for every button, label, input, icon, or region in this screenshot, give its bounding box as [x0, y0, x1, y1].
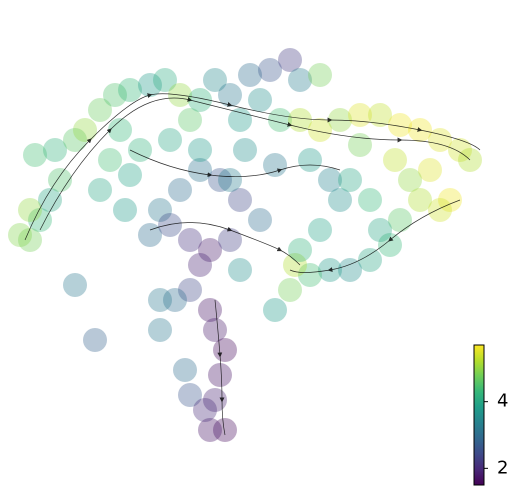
- point: [158, 213, 182, 237]
- point: [28, 208, 52, 232]
- point: [83, 328, 107, 352]
- point: [113, 198, 137, 222]
- point: [428, 198, 452, 222]
- point: [418, 158, 442, 182]
- point: [198, 418, 222, 442]
- point: [298, 148, 322, 172]
- point: [153, 68, 177, 92]
- point: [158, 128, 182, 152]
- point: [18, 228, 42, 252]
- point: [278, 48, 302, 72]
- point: [438, 188, 462, 212]
- point: [63, 273, 87, 297]
- streamlines: [24, 93, 481, 436]
- point: [263, 298, 287, 322]
- point: [213, 338, 237, 362]
- point: [208, 363, 232, 387]
- point: [63, 128, 87, 152]
- point: [308, 63, 332, 87]
- point: [288, 238, 312, 262]
- colorbar-tick-label: 4: [497, 391, 508, 412]
- point: [368, 218, 392, 242]
- point: [218, 83, 242, 107]
- point: [248, 88, 272, 112]
- point: [148, 318, 172, 342]
- point: [228, 188, 252, 212]
- point: [358, 188, 382, 212]
- point: [18, 198, 42, 222]
- point: [288, 68, 312, 92]
- point: [388, 208, 412, 232]
- point: [128, 138, 152, 162]
- point: [168, 178, 192, 202]
- point: [408, 188, 432, 212]
- point: [218, 228, 242, 252]
- point: [383, 148, 407, 172]
- point: [188, 138, 212, 162]
- point: [398, 168, 422, 192]
- point: [88, 178, 112, 202]
- point: [48, 168, 72, 192]
- point: [248, 208, 272, 232]
- points: [8, 48, 482, 442]
- point: [38, 188, 62, 212]
- point: [218, 168, 242, 192]
- point: [258, 58, 282, 82]
- point: [213, 418, 237, 442]
- point: [8, 223, 32, 247]
- point: [178, 278, 202, 302]
- point: [198, 238, 222, 262]
- point: [148, 288, 172, 312]
- point: [283, 253, 307, 277]
- point: [228, 108, 252, 132]
- point: [173, 358, 197, 382]
- point: [188, 253, 212, 277]
- point: [23, 143, 47, 167]
- point: [278, 278, 302, 302]
- point: [138, 223, 162, 247]
- point: [233, 138, 257, 162]
- point: [43, 138, 67, 162]
- point: [148, 198, 172, 222]
- point: [203, 68, 227, 92]
- point: [98, 148, 122, 172]
- point: [298, 263, 322, 287]
- point: [178, 383, 202, 407]
- colorbar-tick-label: 2: [497, 457, 508, 478]
- point: [178, 228, 202, 252]
- colorbar: [473, 344, 485, 486]
- point: [138, 73, 162, 97]
- point: [73, 118, 97, 142]
- point: [163, 288, 187, 312]
- point: [198, 298, 222, 322]
- point: [328, 188, 352, 212]
- point: [238, 63, 262, 87]
- point: [338, 168, 362, 192]
- point: [308, 218, 332, 242]
- point: [203, 318, 227, 342]
- point: [193, 398, 217, 422]
- point: [228, 258, 252, 282]
- point: [108, 118, 132, 142]
- point: [188, 158, 212, 182]
- point: [318, 168, 342, 192]
- point: [118, 163, 142, 187]
- point: [118, 78, 142, 102]
